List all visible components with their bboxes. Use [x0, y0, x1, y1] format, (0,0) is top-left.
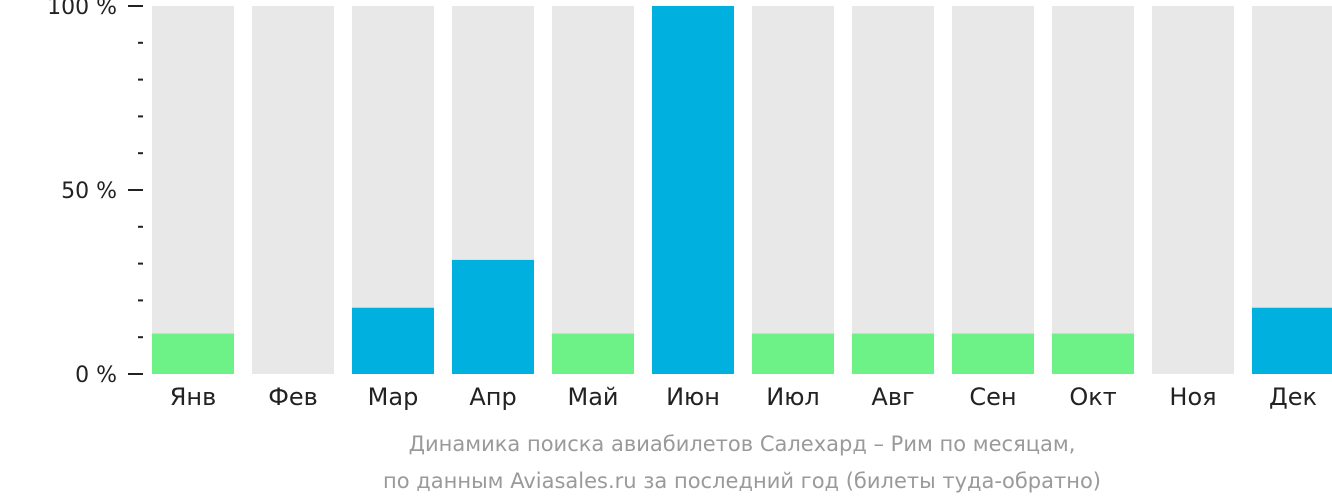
bar-5	[552, 333, 634, 374]
bar-background	[952, 6, 1034, 374]
x-tick-label: Окт	[1069, 383, 1116, 411]
x-tick-label: Авг	[871, 383, 914, 411]
chart-caption-line-1: Динамика поиска авиабилетов Салехард – Р…	[409, 432, 1076, 456]
chart-caption-line-2: по данным Aviasales.ru за последний год …	[383, 469, 1101, 493]
x-tick-label: Фев	[268, 383, 318, 411]
bar-background	[152, 6, 234, 374]
y-tick-label: 0 %	[75, 363, 117, 388]
bar-10	[1052, 333, 1134, 374]
bar-3	[352, 307, 434, 374]
x-tick-label: Янв	[170, 383, 217, 411]
x-tick-label: Июн	[666, 383, 720, 411]
bar-background	[552, 6, 634, 374]
bars	[152, 6, 1332, 374]
bar-background	[852, 6, 934, 374]
bar-7	[752, 333, 834, 374]
bar-1	[152, 333, 234, 374]
x-tick-label: Июл	[766, 383, 820, 411]
x-tick-label: Мар	[368, 383, 419, 411]
y-axis: 100 % 50 % 0 %	[47, 0, 143, 388]
x-axis: Янв Фев Мар Апр Май Июн Июл Авг Сен Окт Ноя Дек	[170, 383, 1317, 411]
bar-background	[252, 6, 334, 374]
bar-background	[752, 6, 834, 374]
bar-6	[652, 6, 734, 374]
bar-4	[452, 259, 534, 374]
x-tick-label: Ноя	[1169, 383, 1216, 411]
bar-9	[952, 333, 1034, 374]
bar-8	[852, 333, 934, 374]
bar-12	[1252, 307, 1332, 374]
y-tick-label: 50 %	[61, 179, 117, 204]
x-tick-label: Дек	[1269, 383, 1317, 411]
y-tick-label: 100 %	[47, 0, 117, 20]
bar-background	[1052, 6, 1134, 374]
x-tick-label: Май	[567, 383, 618, 411]
bar-background	[1152, 6, 1234, 374]
x-tick-label: Сен	[969, 383, 1016, 411]
x-tick-label: Апр	[469, 383, 516, 411]
